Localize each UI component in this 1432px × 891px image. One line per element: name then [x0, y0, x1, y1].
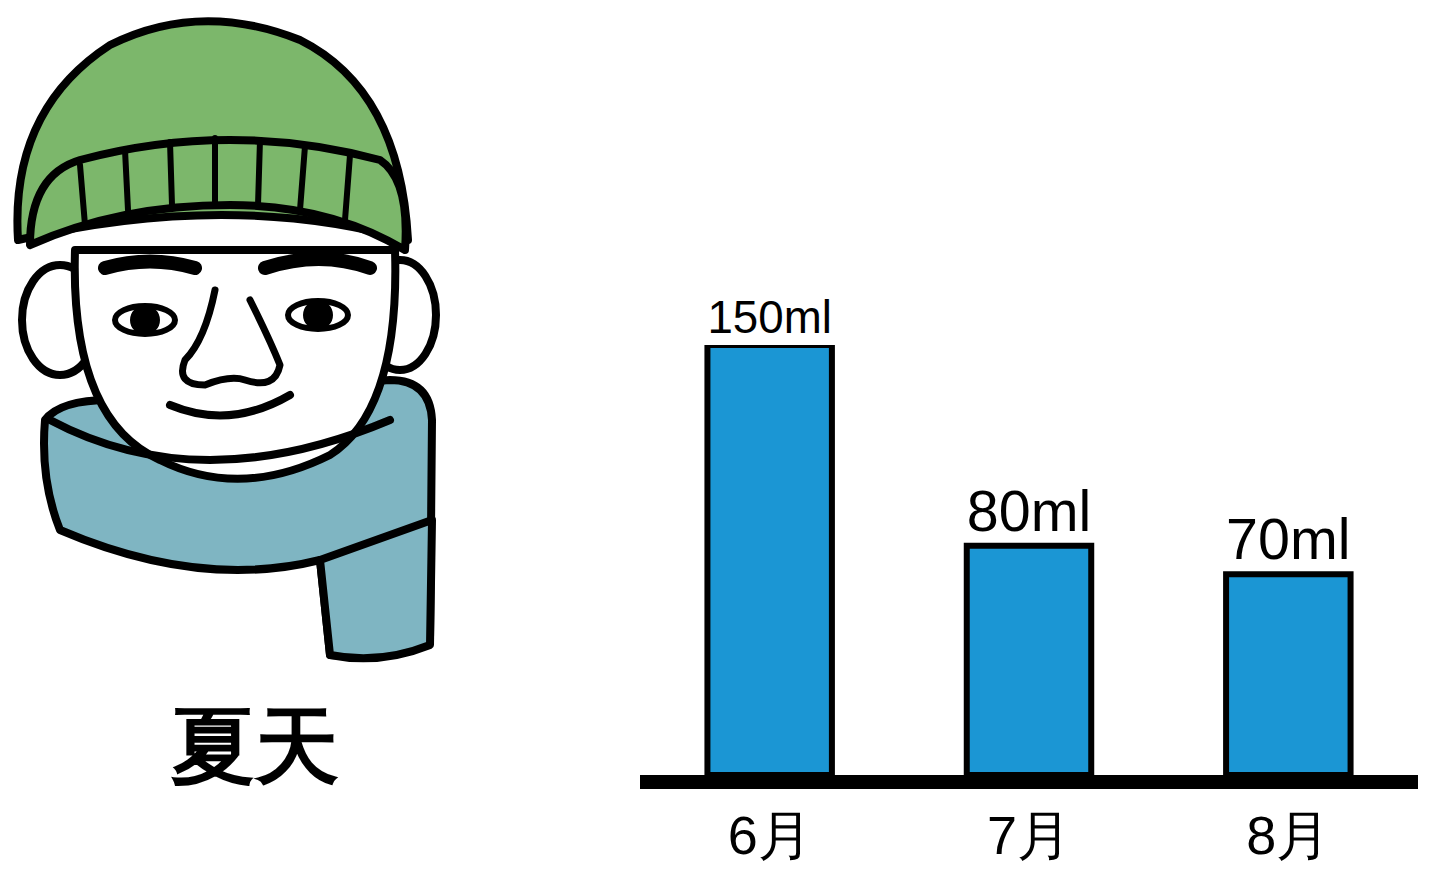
svg-text:150ml: 150ml: [707, 292, 831, 343]
html-text:夏天: 夏天: [171, 697, 339, 795]
svg-text:80ml: 80ml: [967, 479, 1091, 543]
svg-text:7月: 7月: [987, 805, 1071, 865]
svg-text:6月: 6月: [728, 805, 812, 865]
svg-text:8月: 8月: [1246, 805, 1330, 865]
svg-text:70ml: 70ml: [1226, 507, 1350, 571]
